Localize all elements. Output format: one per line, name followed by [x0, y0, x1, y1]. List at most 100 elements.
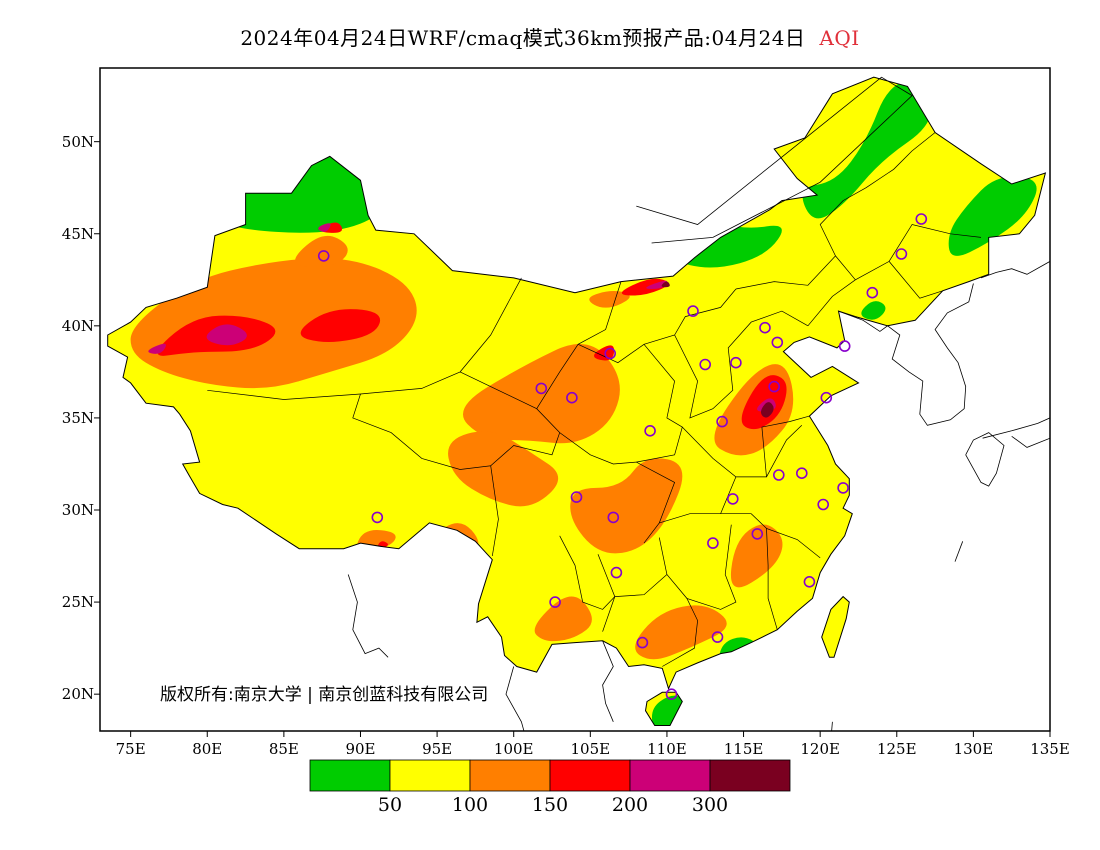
zone-usg-yunnan: [534, 596, 592, 642]
province-border: [559, 535, 616, 610]
station-marker: [699, 358, 712, 371]
x-tick-label: 75E: [115, 740, 146, 758]
zone-usg-jiangxi: [730, 524, 783, 588]
coastline: [602, 640, 614, 722]
x-tick-label: 110E: [647, 740, 687, 758]
station-marker: [716, 415, 728, 428]
zone-very-unhealthy-karamay: [318, 223, 331, 232]
province-border: [659, 476, 737, 524]
province-border: [766, 425, 803, 478]
province-border: [597, 554, 668, 597]
china-aqi-field: [107, 77, 1046, 726]
province-border: [735, 255, 836, 290]
station-marker: [636, 636, 649, 649]
map-frame: [99, 67, 1051, 732]
station-marker: [795, 467, 808, 480]
zone-good-north-xinjiang: [212, 155, 383, 233]
china-outline: [107, 76, 1047, 726]
x-tick-label: 135E: [1030, 740, 1070, 758]
x-tick-label: 115E: [723, 740, 764, 758]
copyright-text: 版权所有:南京大学 | 南京创蓝科技有限公司: [160, 685, 489, 705]
zone-good-liaoning: [861, 301, 886, 320]
legend-swatch: [469, 759, 551, 792]
variable-label: AQI: [819, 26, 860, 50]
province-border: [662, 598, 698, 667]
legend-tick-label: 300: [691, 794, 729, 816]
station-marker: [820, 391, 833, 404]
zone-usg-guangxi: [635, 605, 727, 660]
coastline: [954, 541, 964, 562]
province-border: [674, 310, 809, 419]
x-tick-label: 130E: [953, 740, 994, 758]
y-tick-label: 25N: [61, 593, 94, 612]
coastline: [982, 417, 1050, 439]
zone-usg-alxa: [589, 291, 630, 308]
legend-swatch: [309, 759, 391, 792]
y-tick-label: 20N: [61, 685, 94, 704]
legend-tick-label: 150: [531, 794, 569, 816]
station-marker: [317, 250, 330, 262]
station-marker: [687, 305, 699, 317]
province-border: [819, 132, 936, 281]
province-border: [636, 344, 683, 463]
monitoring-stations: [317, 213, 928, 701]
coastline: [1011, 435, 1050, 448]
station-marker: [566, 391, 578, 404]
map-title: 2024年04月24日WRF/cmaq模式36km预报产品:04月24日 AQI: [0, 22, 1100, 51]
legend-swatch: [629, 759, 711, 792]
coastline: [347, 574, 389, 658]
title-text: 2024年04月24日WRF/cmaq模式36km预报产品:04月24日: [240, 26, 806, 50]
zone-usg-tarim: [130, 258, 417, 389]
station-marker: [866, 286, 879, 299]
coastline: [965, 432, 1005, 487]
legend-swatch: [709, 759, 791, 792]
station-marker: [644, 424, 656, 437]
station-marker: [665, 688, 678, 701]
station-marker: [895, 248, 908, 260]
station-marker: [837, 482, 849, 494]
zone-usg-qinghai-south: [448, 431, 559, 507]
station-marker: [751, 528, 764, 540]
station-marker: [604, 347, 617, 360]
station-marker: [549, 596, 561, 608]
zone-very-unhealthy-border: [646, 280, 668, 289]
zone-very-unhealthy-tarim: [206, 324, 247, 346]
station-marker: [730, 356, 742, 369]
zone-very-unhealthy-kashgar: [148, 343, 166, 354]
y-tick-label: 30N: [61, 501, 94, 519]
x-tick-label: 85E: [268, 740, 299, 758]
zone-unhealthy-taklimakan-e: [300, 309, 381, 342]
station-marker: [607, 511, 620, 524]
x-tick-label: 80E: [192, 740, 223, 758]
province-border: [888, 261, 943, 299]
station-marker: [915, 213, 928, 225]
station-marker: [817, 498, 830, 511]
x-tick-label: 105E: [570, 740, 611, 758]
station-marker: [768, 380, 781, 393]
x-tick-label: 120E: [800, 740, 840, 758]
station-marker: [803, 575, 816, 588]
y-tick-label: 50N: [61, 132, 94, 151]
station-marker: [610, 566, 623, 579]
station-marker: [371, 511, 384, 524]
y-tick-label: 40N: [61, 316, 94, 335]
zone-hazardous-shandong: [760, 402, 774, 418]
x-tick-label: 95E: [422, 740, 453, 758]
province-border: [766, 528, 778, 630]
province-borders: [107, 76, 1047, 726]
coastline: [505, 666, 525, 731]
province-border: [207, 277, 522, 400]
station-marker: [711, 631, 724, 643]
station-marker: [535, 382, 548, 395]
x-tick-label: 125E: [876, 740, 917, 758]
station-marker: [707, 537, 719, 549]
legend-tick-label: 100: [451, 794, 489, 816]
color-legend: [309, 759, 791, 792]
station-marker: [759, 321, 771, 334]
coastline: [980, 261, 1050, 279]
legend-swatch: [549, 759, 631, 792]
province-border: [352, 393, 499, 557]
province-border: [602, 596, 616, 632]
aqi-field-layers: [130, 80, 1037, 726]
legend-swatch: [389, 759, 471, 792]
